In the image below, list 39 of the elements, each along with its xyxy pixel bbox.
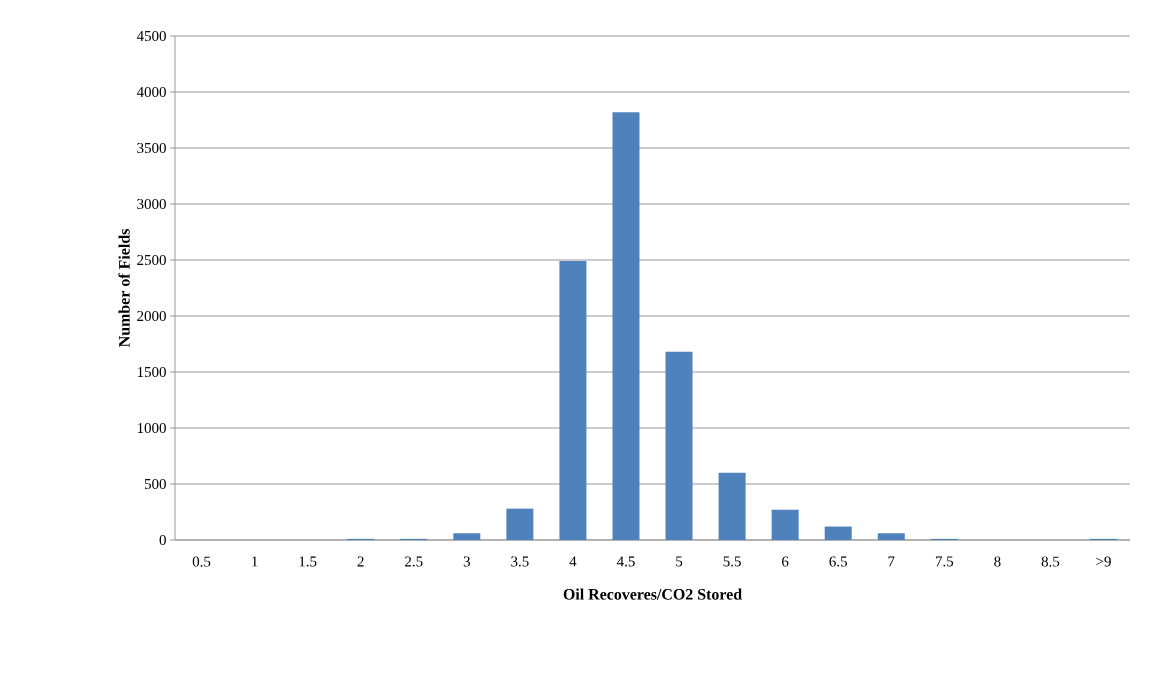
bar — [453, 533, 481, 540]
x-tick-label: 5.5 — [723, 556, 741, 567]
x-tick-label: >9 — [1096, 556, 1111, 567]
x-tick-label: 1.5 — [299, 556, 317, 567]
bar — [824, 526, 852, 540]
x-axis-title: Oil Recoveres/CO2 Stored — [563, 588, 742, 600]
bar — [877, 533, 905, 540]
x-tick-label: 2.5 — [405, 556, 423, 567]
bar — [506, 508, 534, 540]
bar — [612, 112, 640, 540]
x-tick-label: 5 — [676, 556, 683, 567]
x-tick-label: 8 — [994, 556, 1001, 567]
x-tick-label: 2 — [357, 556, 364, 567]
bar — [665, 351, 693, 540]
y-tick-label: 500 — [144, 478, 166, 490]
bar — [771, 509, 799, 540]
y-axis-title: Number of Fields — [118, 229, 130, 348]
x-tick-label: 6.5 — [829, 556, 847, 567]
x-tick-label: 7 — [888, 556, 895, 567]
x-tick-label: 3.5 — [511, 556, 529, 567]
x-tick-label: 4.5 — [616, 556, 635, 567]
x-tick-label: 3 — [463, 556, 470, 567]
x-tick-label: 0.5 — [192, 556, 211, 567]
x-tick-label: 8.5 — [1041, 556, 1060, 567]
y-tick-label: 2500 — [137, 254, 166, 266]
x-tick-label: 1 — [252, 556, 258, 567]
y-tick-label: 3000 — [137, 198, 166, 210]
y-tick-label: 1000 — [137, 422, 166, 434]
y-tick-label: 4500 — [136, 30, 166, 42]
bar — [559, 261, 587, 540]
y-tick-label: 1500 — [137, 366, 166, 378]
x-tick-label: 6 — [782, 556, 789, 567]
x-tick-label: 7.5 — [935, 556, 954, 567]
y-tick-label: 0 — [159, 534, 166, 546]
y-tick-label: 2000 — [137, 310, 166, 322]
bar — [718, 472, 746, 540]
y-tick-label: 4000 — [136, 86, 166, 98]
y-tick-label: 3500 — [137, 142, 166, 154]
x-tick-label: 4 — [569, 556, 577, 567]
